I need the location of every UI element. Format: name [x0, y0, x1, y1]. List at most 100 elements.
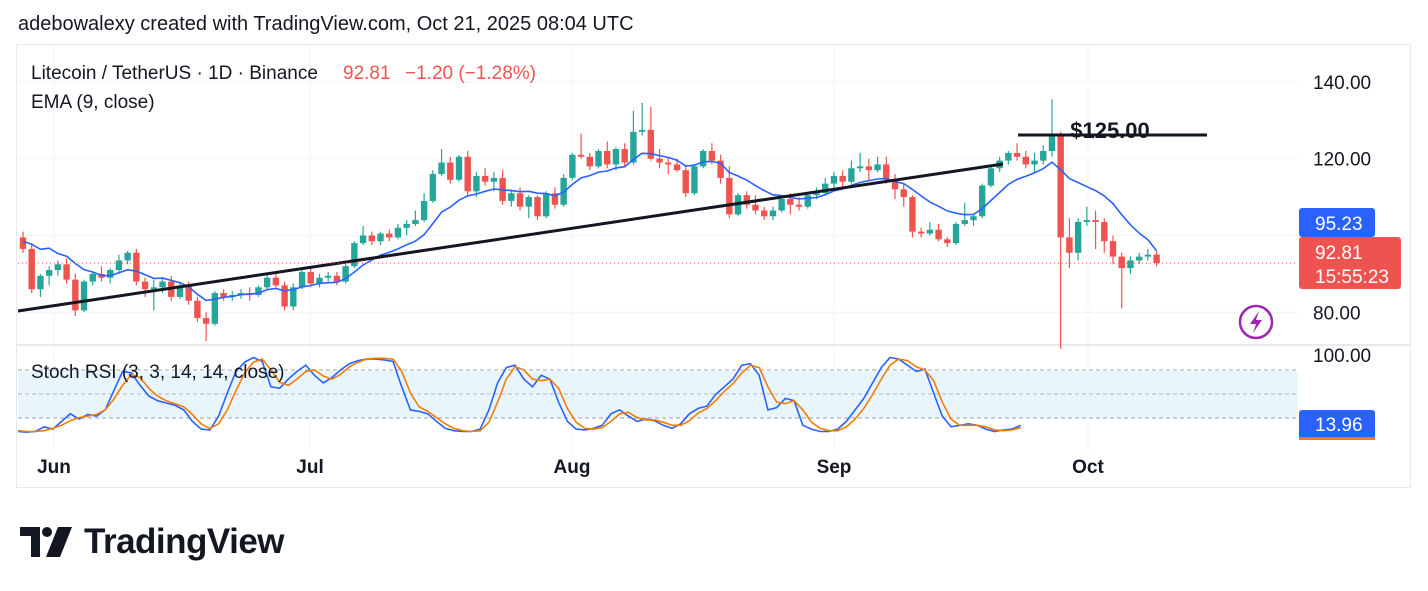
candle — [586, 152, 593, 171]
y-tick-label: 80.00 — [1313, 303, 1361, 324]
candle — [1135, 252, 1143, 265]
candle — [1083, 206, 1091, 226]
candle-body — [54, 264, 62, 271]
candle-body — [37, 275, 44, 290]
candle — [342, 264, 349, 284]
legend-ema: EMA (9, close) — [31, 92, 155, 113]
candle-body — [1074, 222, 1082, 253]
candle-body — [290, 287, 297, 307]
candle — [420, 193, 428, 223]
candle — [490, 172, 498, 192]
tradingview-logo-icon — [20, 527, 72, 557]
candle — [604, 141, 611, 169]
candle — [656, 149, 663, 169]
candle — [1144, 248, 1152, 261]
candle — [1092, 210, 1099, 249]
candle — [368, 231, 375, 246]
candle-body — [420, 200, 428, 221]
candle — [1074, 218, 1082, 261]
candle — [412, 210, 419, 226]
candle — [577, 133, 585, 159]
candle-body — [979, 185, 986, 217]
legend-price: 92.81 — [343, 63, 391, 84]
candle — [386, 229, 393, 242]
candle-body — [577, 154, 585, 157]
candle — [89, 271, 96, 286]
candle — [752, 195, 759, 215]
candle-body — [935, 229, 942, 240]
candle-body — [926, 229, 934, 234]
candle-body — [856, 166, 864, 169]
candle-body — [987, 168, 995, 186]
candle — [717, 154, 724, 184]
candle-body — [848, 168, 855, 182]
candle-body — [638, 129, 646, 132]
candle-body — [795, 204, 803, 207]
candle — [979, 183, 986, 219]
candle-body — [595, 151, 602, 167]
y-tick-label: 140.00 — [1313, 73, 1371, 94]
candle-body — [429, 174, 437, 201]
candle-body — [307, 271, 314, 284]
candle-body — [891, 179, 899, 190]
candle — [499, 170, 506, 205]
candle — [141, 277, 149, 297]
candle-body — [403, 223, 410, 228]
candle — [403, 220, 410, 236]
candle — [551, 187, 559, 209]
candle — [891, 174, 899, 199]
candle — [80, 279, 88, 313]
candle — [298, 270, 306, 290]
candle-body — [883, 164, 890, 180]
candle-body — [359, 235, 367, 244]
candle — [255, 285, 262, 297]
candle-body — [813, 193, 820, 196]
candle — [1127, 256, 1134, 274]
candle — [534, 195, 541, 221]
candle — [447, 156, 454, 184]
chart-frame — [16, 44, 1411, 488]
candle — [359, 225, 367, 246]
candle-body — [1005, 152, 1012, 161]
lightning-icon[interactable] — [1238, 304, 1274, 340]
candle — [1153, 250, 1160, 267]
candle — [1013, 143, 1021, 161]
candle — [874, 156, 881, 173]
candle-body — [952, 223, 960, 244]
candle — [865, 158, 873, 180]
candle — [220, 289, 227, 301]
candle-body — [1031, 160, 1038, 165]
legend-symbol: Litecoin / TetherUS · 1D · Binance — [31, 63, 318, 84]
candle-body — [508, 193, 515, 201]
candle-body — [19, 237, 27, 249]
candle — [316, 273, 323, 288]
price-badge: 92.81 15:55:23 — [1299, 237, 1401, 289]
candle-body — [516, 193, 524, 207]
candle-body — [682, 170, 689, 194]
x-tick-label: Jul — [296, 457, 323, 478]
candle-body — [551, 193, 559, 205]
candle-body — [72, 279, 79, 311]
candle-body — [822, 183, 829, 194]
candle — [124, 250, 131, 265]
candle-body — [263, 277, 271, 288]
y-tick-label: 120.00 — [1313, 150, 1371, 171]
candle — [351, 241, 358, 269]
candle — [699, 149, 707, 169]
candle — [455, 154, 463, 182]
candle — [211, 291, 219, 326]
candle — [28, 243, 35, 294]
chart-byline: adebowalexy created with TradingView.com… — [18, 13, 634, 35]
candle-body — [961, 220, 968, 224]
candle-body — [202, 318, 210, 324]
candle-body — [220, 293, 227, 297]
candle-body — [621, 149, 628, 163]
legend-change: −1.20 (−1.28%) — [405, 63, 536, 84]
candle-body — [211, 293, 219, 324]
tradingview-logo[interactable]: TradingView — [20, 522, 285, 562]
candle — [769, 206, 777, 221]
candle — [37, 273, 44, 297]
stoch-k-line — [17, 356, 1022, 434]
candle — [272, 271, 280, 288]
